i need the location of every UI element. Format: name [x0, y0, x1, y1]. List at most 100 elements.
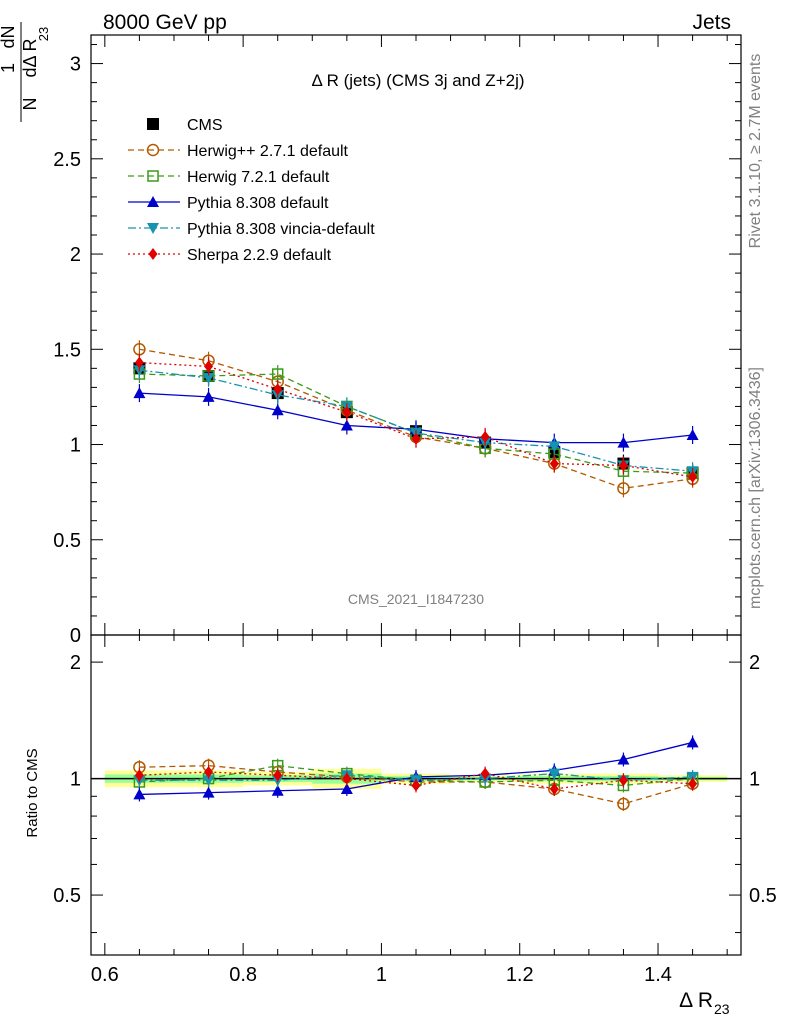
ratio-y-tick-label: 0.5 [53, 885, 81, 907]
ratio-data-point [202, 775, 215, 787]
x-tick-label: 1.4 [644, 964, 672, 986]
data-point [133, 387, 146, 399]
ratio-data-point [273, 769, 283, 782]
main-y-tick-label: 1.5 [53, 339, 81, 361]
rivet-version-text: Rivet 3.1.10, ≥ 2.7M events [747, 54, 764, 249]
ratio-data-point [134, 769, 144, 782]
ratio-data-point [688, 777, 698, 790]
y-label-numerator-1: 1 [0, 63, 18, 73]
ratio-series-line [139, 764, 693, 787]
legend: CMS Herwig++ 2.7.1 default Herwig 7.2.1 de… [128, 117, 375, 264]
main-y-tick-label: 0 [70, 625, 81, 647]
series-line [139, 369, 693, 472]
main-y-tick-label: 1 [70, 435, 81, 457]
ratio-data-point [686, 736, 699, 748]
main-y-tick-label: 0.5 [53, 530, 81, 552]
ratio-data-point [202, 786, 215, 798]
ratio-data-point [480, 767, 490, 780]
data-point [617, 436, 630, 448]
legend-entry: Herwig 7.2.1 default [128, 169, 330, 186]
legend-label: Sherpa 2.2.9 default [187, 247, 332, 264]
main-y-axis-label: 1 N dN dΔ R [0, 22, 40, 122]
x-tick-label: 1.2 [506, 964, 534, 986]
main-plot-title: Δ R (jets) (CMS 3j and Z+2j) [311, 71, 524, 90]
legend-marker [147, 118, 159, 130]
legend-entry: Herwig++ 2.7.1 default [128, 143, 349, 160]
analysis-watermark: CMS_2021_I1847230 [348, 591, 484, 607]
ratio-y-tick-label-right: 1 [749, 769, 760, 791]
legend-marker [148, 248, 158, 260]
data-point [340, 419, 353, 431]
data-point [480, 430, 490, 443]
legend-entry: CMS [147, 117, 223, 134]
x-axis-label: Δ R [679, 989, 713, 1012]
data-point [548, 441, 561, 453]
series-5 [134, 353, 698, 486]
main-y-tick-label: 3 [70, 54, 81, 76]
legend-marker [147, 223, 159, 234]
data-point [617, 482, 630, 495]
ratio-y-tick-label: 1 [70, 769, 81, 791]
header-left: 8000 GeV pp [103, 11, 227, 34]
ratio-data-point [618, 774, 628, 787]
series-1 [133, 340, 699, 498]
x-tick-label: 0.6 [91, 964, 119, 986]
y-label-denominator-dr: dΔ R [20, 38, 40, 77]
y-label-numerator-dn: dN [0, 25, 18, 48]
ratio-data-point [133, 788, 146, 800]
data-point [618, 459, 628, 472]
ratio-data-point [549, 782, 559, 795]
legend-entry: Pythia 8.308 default [128, 195, 329, 212]
y-label-denominator-n: N [20, 98, 40, 111]
ratio-y-axis-label: Ratio to CMS [24, 748, 41, 837]
ratio-series-line [139, 764, 693, 805]
data-point [549, 457, 559, 470]
ratio-data-point [340, 782, 353, 794]
mcplots-text: mcplots.cern.ch [arXiv:1306.3436] [747, 367, 764, 609]
ratio-data-point [204, 765, 214, 778]
x-tick-label: 1 [376, 964, 387, 986]
ratio-data-point [411, 779, 421, 792]
data-point [271, 404, 284, 416]
y-label-subscript: 23 [36, 27, 51, 41]
main-y-tick-label: 2.5 [53, 149, 81, 171]
data-point [271, 368, 284, 380]
x-axis-label-subscript: 23 [714, 1001, 730, 1017]
series-line [139, 373, 693, 474]
series-line [139, 361, 693, 478]
ratio-plot: 0.5 0.5 1 1 2 2 0.6 0.8 1 1.2 1.4 [53, 634, 777, 986]
ratio-data-point [271, 784, 284, 796]
data-point [686, 429, 699, 440]
legend-marker [147, 196, 159, 207]
ratio-data-point [342, 772, 352, 785]
legend-entry: Sherpa 2.2.9 default [128, 247, 332, 264]
legend-label: Pythia 8.308 vincia-default [187, 221, 375, 238]
ratio-data-point [617, 753, 630, 765]
legend-label: Herwig 7.2.1 default [187, 169, 330, 186]
data-point [411, 432, 421, 445]
legend-label: CMS [187, 117, 223, 134]
legend-entry: Pythia 8.308 vincia-default [128, 221, 375, 238]
legend-label: Pythia 8.308 default [187, 195, 329, 212]
main-plot: 0 0.5 1 1.5 2 2.5 3 [53, 34, 742, 647]
ratio-data-point [548, 768, 561, 780]
data-point [202, 372, 215, 384]
x-tick-label: 0.8 [229, 964, 257, 986]
ratio-plot-frame [90, 634, 742, 956]
legend-marker [146, 143, 160, 157]
data-point [204, 360, 214, 373]
ratio-y-tick-label: 2 [70, 652, 81, 674]
main-y-tick-label: 2 [70, 244, 81, 266]
data-point [688, 470, 698, 483]
legend-marker [147, 170, 159, 182]
data-point [202, 390, 215, 402]
data-point [134, 356, 144, 369]
header-right: Jets [692, 11, 731, 34]
ratio-data-point [617, 797, 630, 811]
data-point [342, 406, 352, 419]
legend-label: Herwig++ 2.7.1 default [187, 143, 349, 160]
ratio-y-tick-label-right: 2 [749, 652, 760, 674]
data-point [273, 383, 283, 396]
ratio-series-4 [134, 764, 698, 796]
